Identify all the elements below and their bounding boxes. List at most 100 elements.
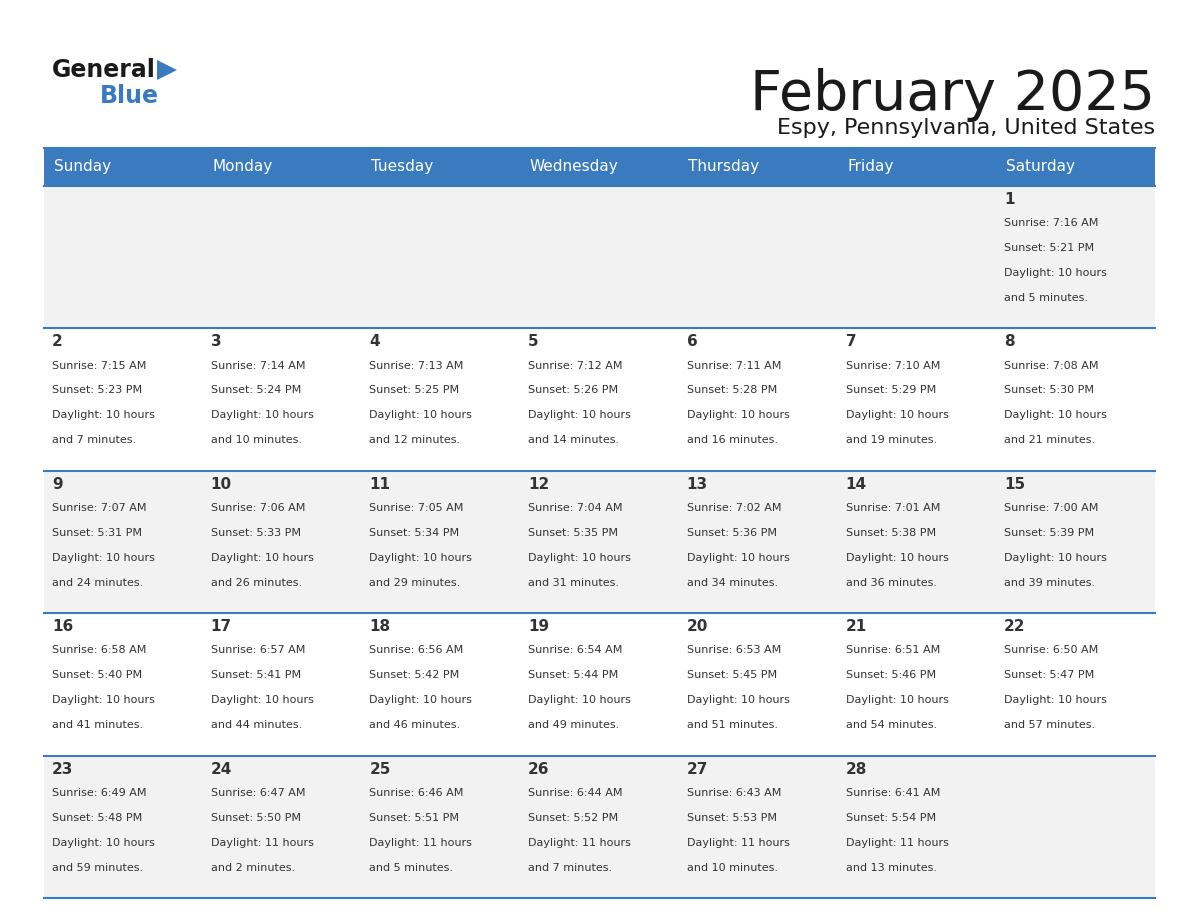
Text: Sunrise: 7:08 AM: Sunrise: 7:08 AM xyxy=(1004,361,1099,371)
Text: Daylight: 10 hours: Daylight: 10 hours xyxy=(846,410,948,420)
Text: Daylight: 10 hours: Daylight: 10 hours xyxy=(52,695,154,705)
Text: Sunset: 5:36 PM: Sunset: 5:36 PM xyxy=(687,528,777,538)
Text: 15: 15 xyxy=(1004,476,1025,492)
Bar xyxy=(44,471,203,613)
Text: Daylight: 10 hours: Daylight: 10 hours xyxy=(369,553,473,563)
Text: and 5 minutes.: and 5 minutes. xyxy=(1004,293,1088,303)
Text: Sunday: Sunday xyxy=(53,160,110,174)
Text: Daylight: 11 hours: Daylight: 11 hours xyxy=(687,837,790,847)
Bar xyxy=(361,329,520,471)
Text: Sunset: 5:30 PM: Sunset: 5:30 PM xyxy=(1004,386,1094,396)
Text: Sunset: 5:23 PM: Sunset: 5:23 PM xyxy=(52,386,143,396)
Text: Daylight: 10 hours: Daylight: 10 hours xyxy=(52,837,154,847)
Text: and 2 minutes.: and 2 minutes. xyxy=(210,863,295,872)
Bar xyxy=(997,186,1155,329)
Text: 14: 14 xyxy=(846,476,866,492)
Text: 13: 13 xyxy=(687,476,708,492)
Text: and 26 minutes.: and 26 minutes. xyxy=(210,577,302,588)
Text: 25: 25 xyxy=(369,762,391,777)
Text: Sunrise: 7:06 AM: Sunrise: 7:06 AM xyxy=(210,503,305,513)
Bar xyxy=(203,613,361,756)
Text: and 7 minutes.: and 7 minutes. xyxy=(529,863,612,872)
Text: Daylight: 10 hours: Daylight: 10 hours xyxy=(687,410,790,420)
Text: 11: 11 xyxy=(369,476,391,492)
Bar xyxy=(361,613,520,756)
Text: Sunset: 5:35 PM: Sunset: 5:35 PM xyxy=(529,528,618,538)
Text: General: General xyxy=(52,58,156,82)
Text: Daylight: 10 hours: Daylight: 10 hours xyxy=(210,553,314,563)
Text: Sunrise: 7:13 AM: Sunrise: 7:13 AM xyxy=(369,361,463,371)
Text: 10: 10 xyxy=(210,476,232,492)
Text: Sunrise: 6:46 AM: Sunrise: 6:46 AM xyxy=(369,788,463,798)
Bar xyxy=(997,613,1155,756)
Text: Daylight: 11 hours: Daylight: 11 hours xyxy=(369,837,473,847)
Bar xyxy=(361,756,520,898)
Text: 4: 4 xyxy=(369,334,380,350)
Text: Sunrise: 6:50 AM: Sunrise: 6:50 AM xyxy=(1004,645,1099,655)
Text: Daylight: 10 hours: Daylight: 10 hours xyxy=(1004,268,1107,278)
Text: Daylight: 10 hours: Daylight: 10 hours xyxy=(846,695,948,705)
Text: Sunset: 5:25 PM: Sunset: 5:25 PM xyxy=(369,386,460,396)
Text: Sunset: 5:40 PM: Sunset: 5:40 PM xyxy=(52,670,143,680)
Text: and 57 minutes.: and 57 minutes. xyxy=(1004,720,1095,730)
Text: Sunset: 5:21 PM: Sunset: 5:21 PM xyxy=(1004,243,1094,253)
Bar xyxy=(203,329,361,471)
Bar xyxy=(44,148,203,186)
Bar xyxy=(678,148,838,186)
Text: and 19 minutes.: and 19 minutes. xyxy=(846,435,936,445)
Text: Sunrise: 6:57 AM: Sunrise: 6:57 AM xyxy=(210,645,305,655)
Text: 5: 5 xyxy=(529,334,538,350)
Bar xyxy=(520,329,678,471)
Bar xyxy=(520,186,678,329)
Text: Monday: Monday xyxy=(213,160,272,174)
Bar xyxy=(203,756,361,898)
Text: 1: 1 xyxy=(1004,192,1015,207)
Bar xyxy=(838,148,997,186)
Bar xyxy=(520,756,678,898)
Text: Sunset: 5:45 PM: Sunset: 5:45 PM xyxy=(687,670,777,680)
Text: Thursday: Thursday xyxy=(688,160,759,174)
Text: 28: 28 xyxy=(846,762,867,777)
Text: Daylight: 10 hours: Daylight: 10 hours xyxy=(529,410,631,420)
Text: Sunset: 5:47 PM: Sunset: 5:47 PM xyxy=(1004,670,1094,680)
Text: Daylight: 10 hours: Daylight: 10 hours xyxy=(529,553,631,563)
Text: Sunset: 5:33 PM: Sunset: 5:33 PM xyxy=(210,528,301,538)
Text: Sunset: 5:39 PM: Sunset: 5:39 PM xyxy=(1004,528,1094,538)
Text: Sunrise: 7:04 AM: Sunrise: 7:04 AM xyxy=(529,503,623,513)
Bar xyxy=(838,471,997,613)
Text: Sunrise: 6:54 AM: Sunrise: 6:54 AM xyxy=(529,645,623,655)
Bar xyxy=(678,471,838,613)
Text: Daylight: 10 hours: Daylight: 10 hours xyxy=(210,695,314,705)
Text: 9: 9 xyxy=(52,476,63,492)
Bar xyxy=(520,613,678,756)
Text: Sunrise: 6:49 AM: Sunrise: 6:49 AM xyxy=(52,788,146,798)
Text: Wednesday: Wednesday xyxy=(530,160,619,174)
Text: Sunrise: 7:12 AM: Sunrise: 7:12 AM xyxy=(529,361,623,371)
Text: and 31 minutes.: and 31 minutes. xyxy=(529,577,619,588)
Text: Sunrise: 7:01 AM: Sunrise: 7:01 AM xyxy=(846,503,940,513)
Polygon shape xyxy=(157,60,177,80)
Bar xyxy=(44,329,203,471)
Bar xyxy=(203,471,361,613)
Text: and 51 minutes.: and 51 minutes. xyxy=(687,720,778,730)
Text: and 24 minutes.: and 24 minutes. xyxy=(52,577,144,588)
Text: and 34 minutes.: and 34 minutes. xyxy=(687,577,778,588)
Text: Daylight: 10 hours: Daylight: 10 hours xyxy=(369,410,473,420)
Bar xyxy=(361,148,520,186)
Text: Sunrise: 7:14 AM: Sunrise: 7:14 AM xyxy=(210,361,305,371)
Text: Sunrise: 6:51 AM: Sunrise: 6:51 AM xyxy=(846,645,940,655)
Bar xyxy=(44,756,203,898)
Text: 3: 3 xyxy=(210,334,221,350)
Text: 19: 19 xyxy=(529,620,549,634)
Text: and 59 minutes.: and 59 minutes. xyxy=(52,863,143,872)
Text: Sunset: 5:51 PM: Sunset: 5:51 PM xyxy=(369,812,460,823)
Text: and 41 minutes.: and 41 minutes. xyxy=(52,720,143,730)
Text: Sunset: 5:38 PM: Sunset: 5:38 PM xyxy=(846,528,936,538)
Text: 12: 12 xyxy=(529,476,549,492)
Text: 26: 26 xyxy=(529,762,550,777)
Text: 23: 23 xyxy=(52,762,74,777)
Bar xyxy=(678,756,838,898)
Text: Sunset: 5:42 PM: Sunset: 5:42 PM xyxy=(369,670,460,680)
Text: and 36 minutes.: and 36 minutes. xyxy=(846,577,936,588)
Text: 7: 7 xyxy=(846,334,857,350)
